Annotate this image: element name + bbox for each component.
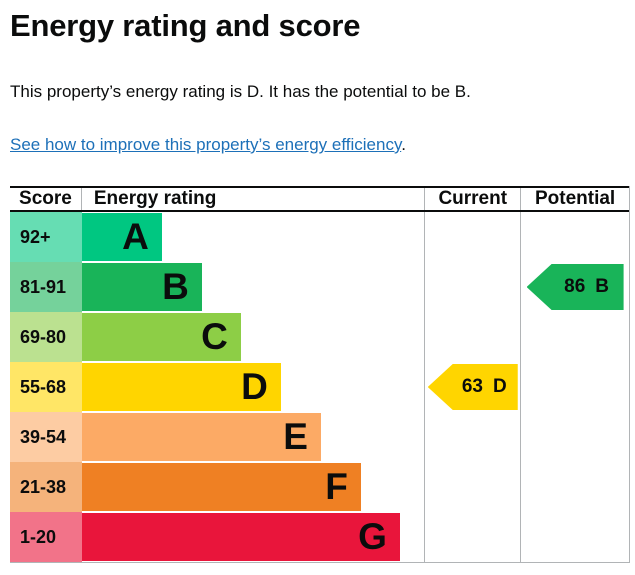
- improve-link-line: See how to improve this property’s energ…: [10, 135, 630, 155]
- band-bar-c: C: [81, 313, 241, 361]
- epc-rating-chart: Score Energy rating Current Potential 92…: [10, 186, 630, 563]
- current-cell-a: [424, 212, 520, 262]
- score-range-b: 81-91: [10, 262, 82, 312]
- chart-header-row: Score Energy rating Current Potential: [10, 186, 629, 212]
- current-cell-f: [424, 462, 520, 512]
- improve-efficiency-link[interactable]: See how to improve this property’s energ…: [10, 135, 402, 154]
- current-cell-b: [424, 262, 520, 312]
- column-header-current: Current: [424, 188, 520, 210]
- energy-rating-page: Energy rating and score This property’s …: [10, 8, 630, 563]
- band-bar-e: E: [81, 413, 321, 461]
- potential-cell-e: [520, 412, 629, 462]
- potential-cell-g: [520, 512, 629, 562]
- band-bar-a: A: [81, 213, 162, 261]
- band-bar-b: B: [81, 263, 202, 311]
- rating-summary-text: This property’s energy rating is D. It h…: [10, 82, 471, 101]
- score-range-f: 21-38: [10, 462, 82, 512]
- rating-row-d: 55-68 D 63 D: [10, 362, 629, 412]
- band-bar-g: G: [81, 513, 400, 561]
- band-bar-d: D: [81, 363, 281, 411]
- current-cell-d: 63 D: [424, 362, 520, 412]
- score-range-a: 92+: [10, 212, 82, 262]
- score-range-d: 55-68: [10, 362, 82, 412]
- band-bar-f: F: [81, 463, 361, 511]
- current-cell-g: [424, 512, 520, 562]
- rating-row-f: 21-38 F: [10, 462, 629, 512]
- column-header-potential: Potential: [520, 188, 629, 210]
- potential-band-letter: B: [595, 276, 610, 297]
- potential-cell-d: [520, 362, 629, 412]
- rating-row-c: 69-80 C: [10, 312, 629, 362]
- current-cell-c: [424, 312, 520, 362]
- current-rating-arrow: 63 D: [427, 364, 518, 410]
- rating-row-g: 1-20 G: [10, 512, 629, 562]
- current-band-letter: D: [492, 376, 507, 397]
- current-cell-e: [424, 412, 520, 462]
- column-header-score: Score: [10, 188, 82, 210]
- score-range-c: 69-80: [10, 312, 82, 362]
- rating-row-e: 39-54 E: [10, 412, 629, 462]
- page-title: Energy rating and score: [10, 8, 361, 43]
- potential-cell-c: [520, 312, 629, 362]
- potential-rating-arrow: 86 B: [526, 264, 624, 310]
- rating-row-a: 92+ A: [10, 212, 629, 262]
- potential-cell-f: [520, 462, 629, 512]
- score-range-g: 1-20: [10, 512, 82, 562]
- link-suffix: .: [401, 135, 406, 154]
- potential-cell-a: [520, 212, 629, 262]
- potential-score-value: 86: [564, 276, 586, 297]
- rating-row-b: 81-91 B 86 B: [10, 262, 629, 312]
- column-header-energy-rating: Energy rating: [93, 188, 217, 209]
- current-score-value: 63: [461, 376, 483, 397]
- score-range-e: 39-54: [10, 412, 82, 462]
- potential-cell-b: 86 B: [520, 262, 629, 312]
